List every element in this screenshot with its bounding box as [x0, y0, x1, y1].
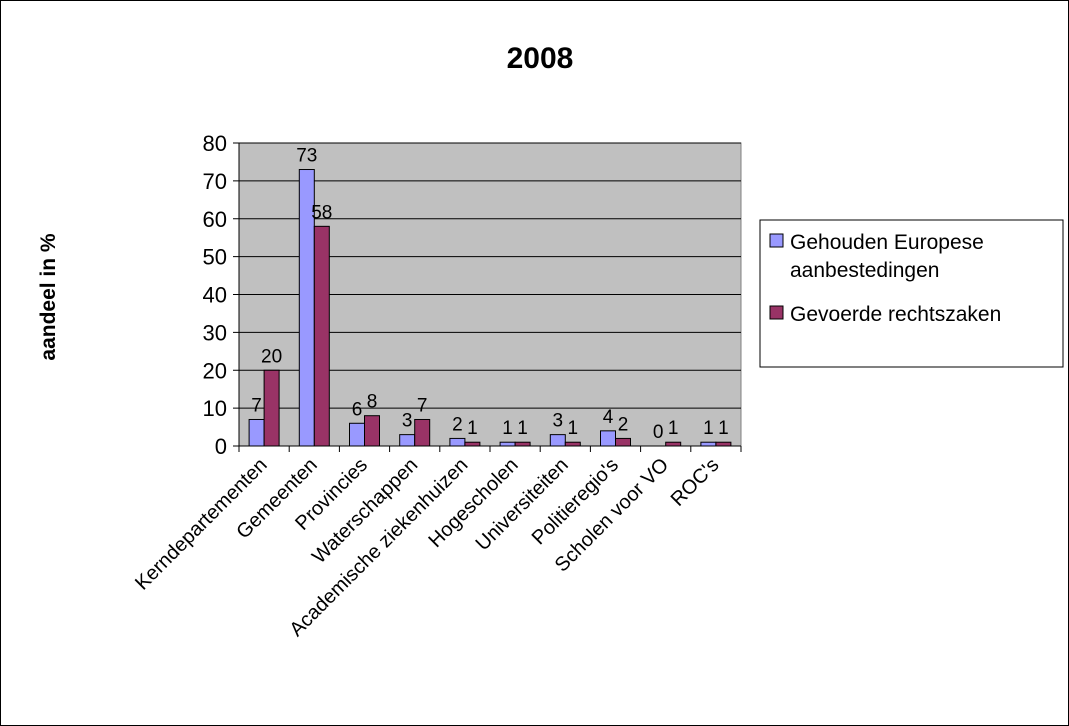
- bar-series1-3: [399, 434, 416, 447]
- bar-series2-5: [514, 441, 531, 447]
- bar-series2-4: [464, 441, 481, 447]
- data-label-series2-7: 2: [618, 414, 629, 435]
- bar-series1-0: [248, 418, 265, 447]
- y-tick-label-40: 40: [203, 283, 227, 308]
- legend-label-series1-line0: Gehouden Europese: [790, 231, 984, 254]
- data-label-series2-0: 20: [261, 346, 282, 367]
- data-label-series2-3: 7: [417, 395, 428, 416]
- x-category-label-9: ROC's: [667, 454, 724, 511]
- bar-series2-8: [665, 441, 682, 447]
- y-tick-label-0: 0: [215, 434, 227, 459]
- data-label-series1-2: 6: [352, 399, 363, 420]
- data-label-series1-5: 1: [502, 418, 513, 439]
- data-label-series1-7: 4: [603, 407, 614, 428]
- y-axis-label: aandeel in %: [37, 233, 60, 361]
- data-label-series1-3: 3: [402, 411, 413, 432]
- bar-series1-4: [449, 437, 466, 447]
- data-label-series2-8: 1: [668, 418, 679, 439]
- chart-title: 2008: [507, 42, 574, 75]
- legend-swatch-series2: [769, 305, 784, 320]
- y-tick-label-20: 20: [203, 358, 227, 383]
- y-tick-label-60: 60: [203, 207, 227, 232]
- data-label-series1-1: 73: [296, 146, 317, 167]
- data-label-series1-6: 3: [553, 411, 564, 432]
- y-tick-label-80: 80: [203, 131, 227, 156]
- bar-series2-7: [615, 437, 631, 447]
- legend-box: [759, 219, 1064, 368]
- data-label-series2-2: 8: [367, 392, 378, 413]
- data-label-series1-8: 0: [653, 422, 664, 443]
- y-tick-label-50: 50: [203, 245, 227, 270]
- legend: Gehouden Europese aanbestedingen Gevoerde …: [759, 219, 1064, 368]
- legend-swatch-series1: [769, 233, 784, 248]
- legend-label-series1-line1: aanbestedingen: [790, 259, 939, 282]
- bar-series2-9: [715, 441, 732, 447]
- data-label-series2-6: 1: [568, 418, 579, 439]
- y-tick-label-30: 30: [203, 320, 227, 345]
- data-label-series2-1: 58: [311, 202, 332, 223]
- bar-series1-6: [549, 434, 566, 447]
- bar-series2-2: [364, 415, 380, 447]
- bar-series2-0: [263, 369, 280, 447]
- y-tick-label-10: 10: [203, 396, 227, 421]
- legend-label-series2-line0: Gevoerde rechtszaken: [790, 303, 1001, 326]
- bar-series2-1: [313, 225, 330, 447]
- data-label-series1-9: 1: [703, 418, 714, 439]
- bar-series2-6: [564, 441, 581, 447]
- data-label-series2-5: 1: [517, 418, 528, 439]
- data-label-series1-0: 7: [251, 395, 262, 416]
- bar-series1-7: [600, 430, 616, 447]
- bar-series1-5: [499, 441, 516, 447]
- y-tick-label-70: 70: [203, 169, 227, 194]
- data-label-series2-4: 1: [467, 418, 478, 439]
- bar-series1-9: [700, 441, 717, 447]
- bar-series2-3: [414, 418, 431, 447]
- data-label-series2-9: 1: [718, 418, 729, 439]
- data-label-series1-4: 2: [452, 414, 463, 435]
- bar-series1-2: [349, 422, 365, 447]
